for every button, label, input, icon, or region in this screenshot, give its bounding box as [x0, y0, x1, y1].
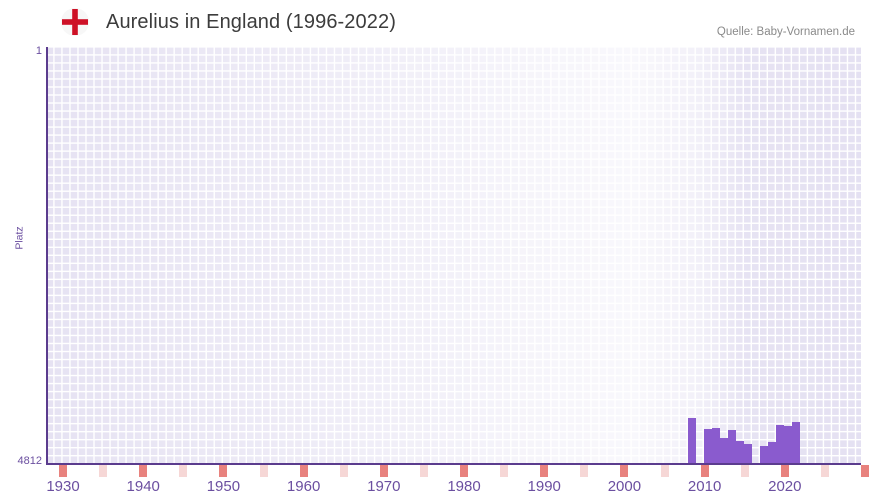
plot-area: [46, 47, 861, 463]
england-flag-icon: [61, 8, 89, 36]
x-axis-labels: 1930 1940 1950 1960 1970 1980 1990 2000 2010 2020: [0, 477, 873, 501]
x-axis-line: [46, 463, 861, 465]
bar-2016: [760, 446, 768, 463]
bar-2020: [792, 422, 800, 463]
x-tick-1980: [460, 465, 469, 477]
x-tick-2025: [820, 465, 829, 477]
x-tick-2020: [780, 465, 789, 477]
chart-grid: [46, 47, 861, 463]
bar-2014: [744, 444, 752, 463]
bar-2007: [688, 418, 696, 463]
x-tick-1965: [339, 465, 348, 477]
x-tick-1940: [139, 465, 148, 477]
y-axis-bottom-label-wrap: 4812: [0, 451, 42, 467]
x-tick-1960: [299, 465, 308, 477]
y-axis-title: Platz: [13, 226, 26, 250]
bar-2009: [704, 429, 712, 463]
bar-2012: [728, 430, 736, 463]
x-axis-label-1940: 1940: [126, 478, 160, 495]
y-axis-line: [46, 47, 48, 465]
x-axis-label-1980: 1980: [447, 478, 481, 495]
x-tick-1950: [219, 465, 228, 477]
x-axis-label-2010: 2010: [687, 478, 722, 495]
y-axis-top-label: 1: [35, 45, 42, 57]
y-axis-bottom-label: 4812: [17, 455, 42, 467]
x-tick-1990: [540, 465, 549, 477]
x-tick-2010: [700, 465, 709, 477]
x-axis-label-2000: 2000: [607, 478, 642, 495]
bar-2011: [720, 438, 728, 463]
bar-2013: [736, 441, 744, 463]
x-axis-label-1990: 1990: [527, 478, 561, 495]
x-axis-label-1970: 1970: [367, 478, 401, 495]
page-title: Aurelius in England (1996-2022): [106, 11, 396, 33]
source-label: Quelle: Baby-Vornamen.de: [716, 26, 855, 38]
bar-2010: [712, 428, 720, 463]
x-axis-label-1930: 1930: [46, 478, 80, 495]
bar-2018: [776, 425, 784, 463]
x-tick-2030: [861, 465, 870, 477]
x-tick-2000: [620, 465, 629, 477]
x-tick-1935: [99, 465, 108, 477]
bar-2019: [784, 426, 792, 463]
x-axis-label-2020: 2020: [768, 478, 802, 495]
chart-header: Aurelius in England (1996-2022) Quelle: …: [0, 0, 873, 44]
y-axis-top-label-wrap: 1: [0, 41, 42, 57]
x-axis-ticks: [46, 465, 870, 477]
x-tick-2005: [660, 465, 669, 477]
x-tick-1945: [179, 465, 188, 477]
x-tick-1970: [379, 465, 388, 477]
x-tick-1985: [500, 465, 509, 477]
x-tick-1955: [259, 465, 268, 477]
bar-2017: [768, 442, 776, 463]
x-tick-1975: [419, 465, 428, 477]
x-tick-1995: [580, 465, 589, 477]
x-axis-label-1960: 1960: [286, 478, 321, 495]
x-axis-label-1950: 1950: [206, 478, 241, 495]
x-tick-1930: [59, 465, 68, 477]
x-tick-2015: [740, 465, 749, 477]
